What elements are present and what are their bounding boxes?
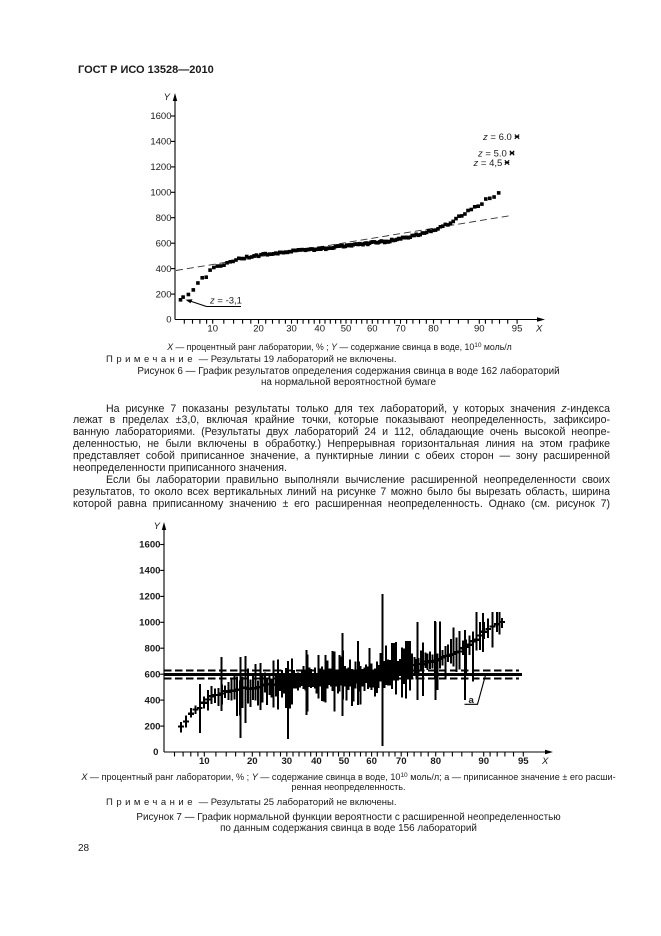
svg-text:600: 600 (156, 238, 172, 249)
svg-text:Y: Y (164, 92, 171, 103)
svg-text:40: 40 (314, 324, 325, 335)
svg-text:1000: 1000 (150, 188, 171, 199)
svg-text:1400: 1400 (139, 566, 160, 577)
svg-text:80: 80 (430, 756, 441, 767)
svg-text:z = 5.0: z = 5.0 (477, 149, 507, 160)
svg-text:X: X (541, 756, 549, 767)
svg-text:1400: 1400 (150, 137, 171, 148)
svg-text:60: 60 (366, 756, 377, 767)
svg-text:z = 6.0: z = 6.0 (482, 132, 512, 143)
svg-text:70: 70 (396, 756, 407, 767)
svg-text:1600: 1600 (150, 111, 171, 122)
svg-text:70: 70 (395, 324, 406, 335)
svg-text:1200: 1200 (150, 162, 171, 173)
svg-text:80: 80 (428, 324, 439, 335)
svg-text:800: 800 (144, 643, 160, 654)
svg-text:400: 400 (144, 695, 160, 706)
svg-text:90: 90 (478, 756, 489, 767)
svg-text:200: 200 (156, 289, 172, 300)
svg-text:95: 95 (518, 756, 529, 767)
svg-text:0: 0 (166, 315, 171, 326)
svg-text:50: 50 (341, 324, 352, 335)
svg-text:400: 400 (156, 264, 172, 275)
svg-text:20: 20 (247, 756, 258, 767)
svg-text:1200: 1200 (139, 592, 160, 603)
svg-text:а: а (469, 695, 475, 706)
svg-text:20: 20 (253, 324, 264, 335)
svg-text:z = -3,1: z = -3,1 (209, 296, 242, 307)
svg-text:1600: 1600 (139, 540, 160, 551)
svg-text:0: 0 (153, 747, 158, 758)
svg-text:95: 95 (512, 324, 523, 335)
svg-text:30: 30 (281, 756, 292, 767)
svg-text:60: 60 (367, 324, 378, 335)
svg-text:10: 10 (207, 324, 218, 335)
svg-text:90: 90 (474, 324, 485, 335)
svg-text:z = 4,5: z = 4,5 (473, 158, 503, 169)
svg-text:1000: 1000 (139, 618, 160, 629)
svg-text:40: 40 (311, 756, 322, 767)
svg-text:X: X (535, 324, 543, 335)
svg-text:30: 30 (286, 324, 297, 335)
svg-text:800: 800 (156, 213, 172, 224)
svg-text:200: 200 (144, 721, 160, 732)
svg-text:600: 600 (144, 669, 160, 680)
svg-text:50: 50 (339, 756, 350, 767)
svg-text:10: 10 (199, 756, 210, 767)
svg-text:Y: Y (154, 521, 161, 532)
